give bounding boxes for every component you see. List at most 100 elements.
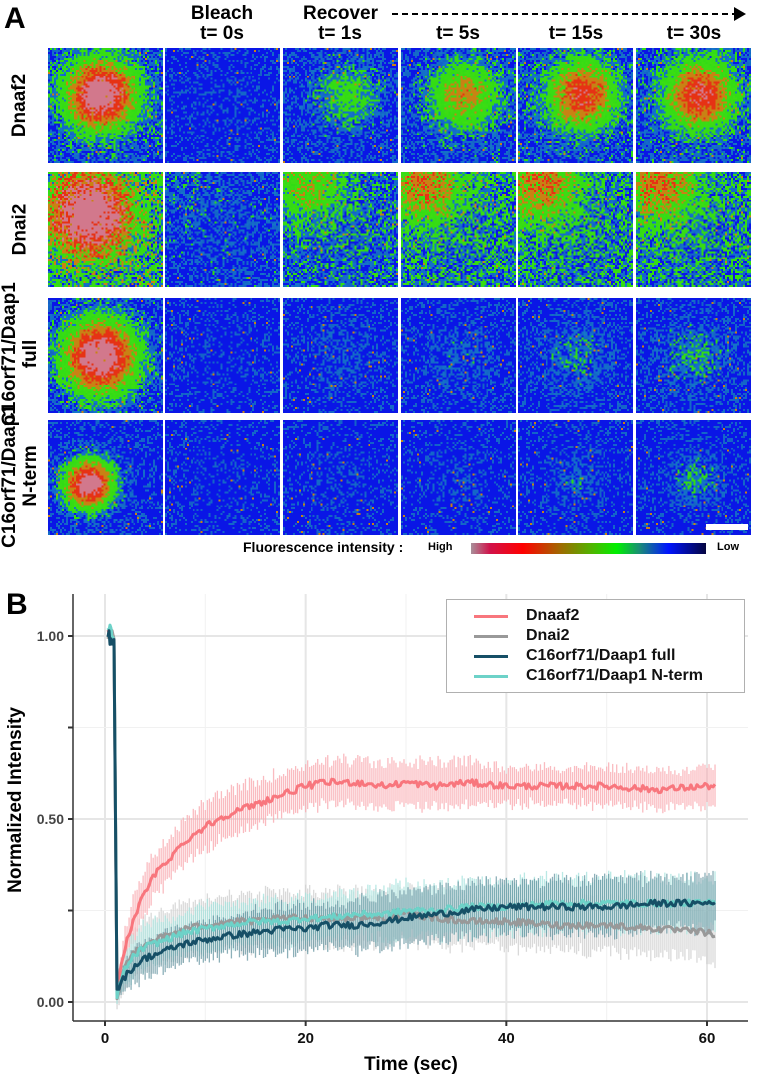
microscopy-tile-image: [165, 298, 280, 413]
arrow-right-icon: [734, 7, 746, 21]
microscopy-tile-image: [401, 420, 516, 535]
row-label-dnaaf2: Dnaaf2: [0, 48, 40, 163]
microscopy-tile-image: [636, 298, 751, 413]
row-label-text: Dnaaf2: [9, 73, 31, 138]
microscopy-tile-image: [283, 48, 398, 163]
microscopy-tile: [165, 48, 280, 163]
legend-item-dnai2: Dnai2: [447, 626, 570, 646]
colorbar-low-label: Low: [717, 541, 739, 553]
column-time: t= 30s: [666, 23, 722, 44]
legend-label: Dnai2: [526, 627, 570, 644]
y-tick-label: 1.00: [37, 628, 64, 644]
series-line-dnaaf2: [106, 627, 717, 994]
column-header-t5: t= 5s: [399, 24, 517, 44]
row-label-text: Dnai2: [9, 203, 31, 256]
x-tick-label: 20: [297, 1030, 314, 1047]
microscopy-tile-image: [401, 298, 516, 413]
colorbar-label: Fluorescence intensity :: [243, 539, 404, 555]
legend-label: C16orf71/Daap1 N-term: [526, 667, 703, 684]
row-label-dnai2: Dnai2: [0, 172, 40, 287]
microscopy-tile-image: [48, 48, 163, 163]
microscopy-tile: [636, 172, 751, 287]
microscopy-tile: [48, 298, 163, 413]
legend-swatch: [474, 614, 508, 618]
microscopy-tile-image: [636, 172, 751, 287]
row-label-daap1-nterm: C16orf71/Daap1 N-term: [0, 404, 41, 548]
panel-b-letter: B: [6, 588, 28, 621]
x-axis-title: Time (sec): [364, 1054, 458, 1075]
recover-label: Recover: [303, 3, 378, 24]
microscopy-tile: [165, 420, 280, 535]
microscopy-tile-image: [518, 420, 633, 535]
microscopy-tile-image: [165, 420, 280, 535]
microscopy-tile: [636, 48, 751, 163]
microscopy-tile: [518, 420, 633, 535]
microscopy-tile: [283, 298, 398, 413]
row-label-daap1-full: C16orf71/Daap1 full: [0, 282, 41, 426]
x-tick-label: 0: [101, 1030, 109, 1047]
microscopy-tile-image: [283, 420, 398, 535]
frap-recovery-chart: 0.00 0.50 1.00 0 20 40 60 Time (sec) Normalized …: [5, 594, 748, 1075]
microscopy-tile-image: [283, 172, 398, 287]
microscopy-tile: [165, 298, 280, 413]
recover-arrow-line: [392, 13, 738, 15]
legend-swatch: [474, 674, 508, 678]
legend-swatch: [474, 654, 508, 658]
microscopy-tile: [401, 420, 516, 535]
y-axis-title: Normalized Intensity: [5, 707, 26, 893]
microscopy-tile: [518, 298, 633, 413]
column-time: t= 5s: [436, 23, 480, 44]
microscopy-tile: [518, 172, 633, 287]
microscopy-tile-image: [48, 420, 163, 535]
row-label-line: C16orf71/Daap1: [0, 403, 20, 548]
x-tick-label: 60: [699, 1030, 716, 1047]
colorbar-high-label: High: [428, 541, 453, 553]
row-label-text: C16orf71/Daap1 N-term: [0, 404, 41, 548]
microscopy-tile: [283, 48, 398, 163]
column-header-t30: t= 30s: [635, 24, 753, 44]
microscopy-tile-image: [283, 298, 398, 413]
microscopy-tile: [636, 298, 751, 413]
microscopy-tile: [636, 420, 751, 535]
scale-bar: [706, 524, 748, 530]
microscopy-tile: [401, 298, 516, 413]
microscopy-tile-image: [165, 172, 280, 287]
series-line-c16orf71-daap1-n-term: [106, 623, 717, 1000]
column-time: t= 15s: [548, 23, 604, 44]
legend-label: Dnaaf2: [526, 607, 580, 624]
microscopy-tile: [48, 420, 163, 535]
column-header-t1: t= 1s: [281, 24, 399, 44]
microscopy-tile-image: [165, 48, 280, 163]
microscopy-tile-image: [48, 172, 163, 287]
legend-swatch: [474, 634, 508, 638]
series-line-c16orf71-daap1-full: [106, 629, 716, 991]
column-label: Bleach: [190, 3, 254, 24]
microscopy-tile: [401, 48, 516, 163]
row-label-line: N-term: [20, 444, 41, 507]
microscopy-tile-image: [518, 298, 633, 413]
microscopy-tile-image: [518, 172, 633, 287]
x-tick-label: 40: [498, 1030, 515, 1047]
legend-item-daap1-nterm: C16orf71/Daap1 N-term: [447, 666, 703, 686]
panel-a-letter: A: [4, 2, 26, 35]
legend-label: C16orf71/Daap1 full: [526, 647, 676, 664]
microscopy-tile: [283, 172, 398, 287]
column-time: t= 0s: [200, 23, 244, 44]
microscopy-tile: [48, 48, 163, 163]
column-header-t15: t= 15s: [517, 24, 635, 44]
microscopy-tile: [401, 172, 516, 287]
column-time: t= 1s: [318, 23, 362, 44]
microscopy-tile-image: [48, 298, 163, 413]
microscopy-tile-image: [518, 48, 633, 163]
microscopy-tile: [48, 172, 163, 287]
colorbar-gradient: [471, 543, 706, 554]
chart-legend: Dnaaf2 Dnai2 C16orf71/Daap1 full C16orf7…: [446, 599, 745, 693]
legend-item-daap1-full: C16orf71/Daap1 full: [447, 646, 675, 666]
microscopy-tile-image: [636, 48, 751, 163]
microscopy-tile: [518, 48, 633, 163]
column-header-bleach: Bleach t= 0s: [163, 4, 281, 44]
y-tick-label: 0.00: [37, 994, 64, 1010]
y-tick-label: 0.50: [37, 811, 64, 827]
microscopy-tile: [165, 172, 280, 287]
microscopy-tile-image: [401, 172, 516, 287]
